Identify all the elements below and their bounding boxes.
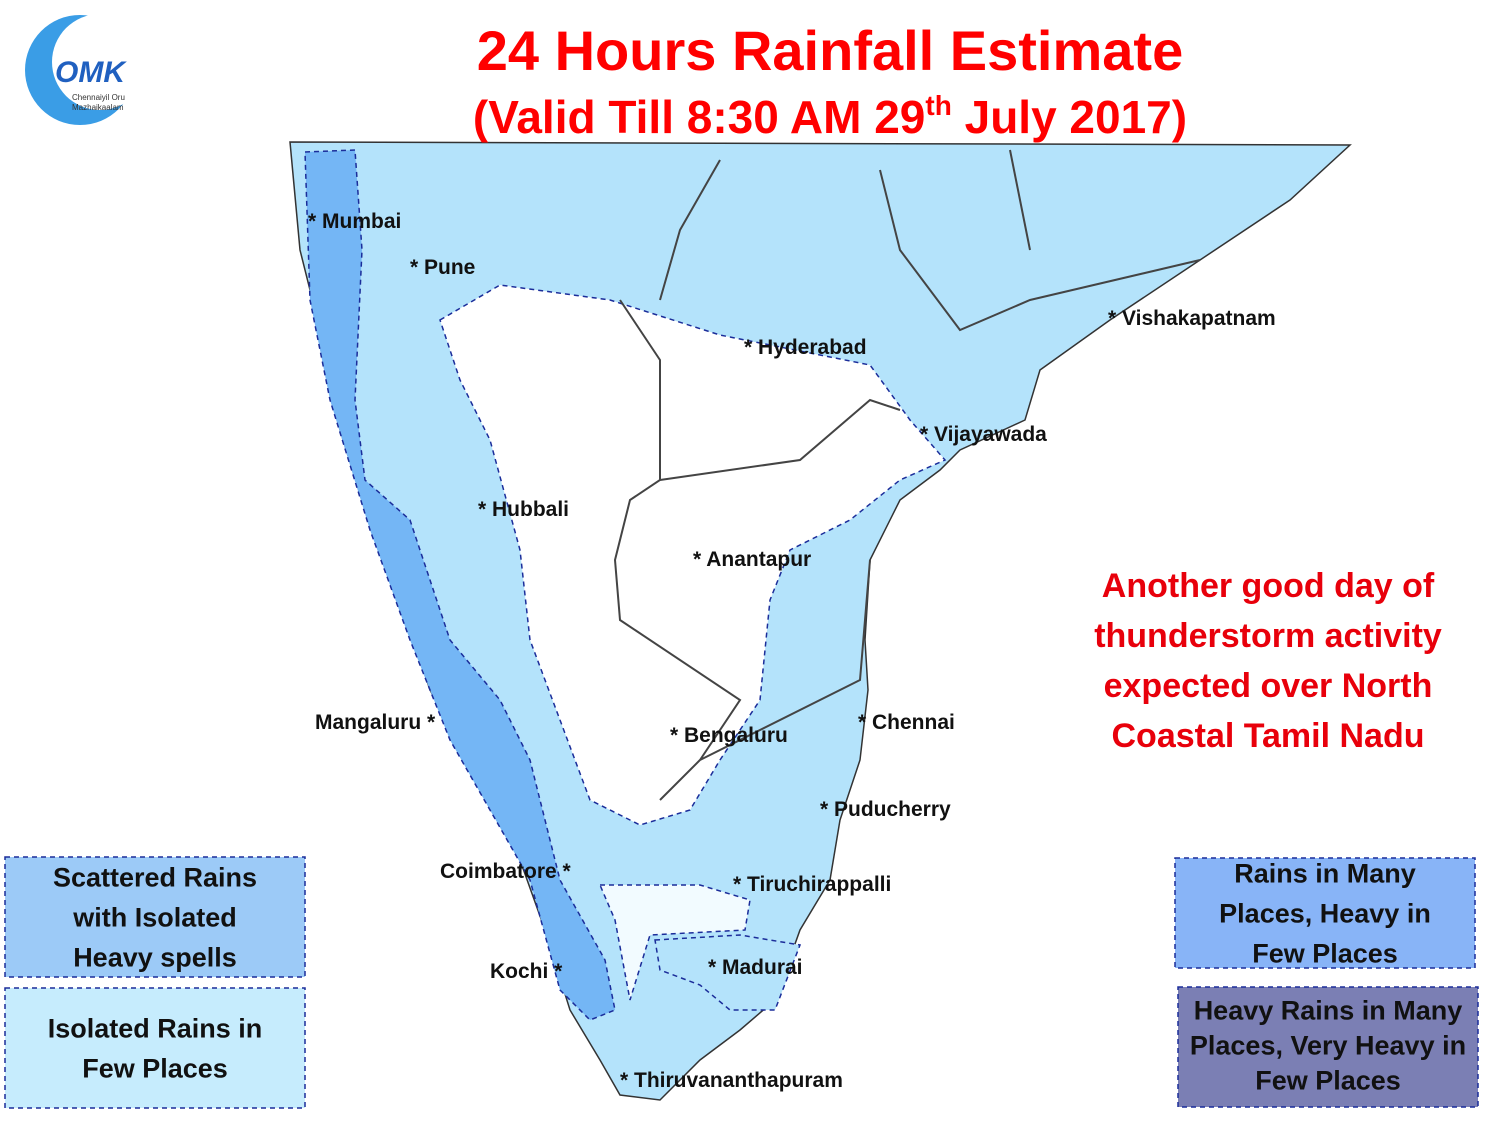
city-label: * Madurai xyxy=(708,956,803,979)
legend-text: Few Places xyxy=(1252,938,1398,968)
city-label: * Tiruchirappalli xyxy=(733,873,891,896)
map xyxy=(289,141,1352,1101)
legend-text: Heavy Rains in Many xyxy=(1194,996,1463,1026)
city-label: Coimbatore * xyxy=(440,860,572,883)
coastal-strip xyxy=(304,149,616,1021)
dry-interior xyxy=(439,284,947,826)
legend-text: with Isolated xyxy=(72,902,237,932)
subtitle: (Valid Till 8:30 AM 29th July 2017) xyxy=(473,90,1187,143)
legend-text: Few Places xyxy=(1255,1066,1401,1096)
legend: Scattered Rains with Isolated Heavy spells… xyxy=(4,856,1479,1109)
city-label: * Hyderabad xyxy=(744,336,867,359)
cities: * Mumbai * Pune * Hyderabad * Vishakapatnam… xyxy=(308,210,1276,1092)
subtitle-sup: th xyxy=(925,90,951,121)
city-label: * Chennai xyxy=(858,711,955,734)
legend-text: Places, Very Heavy in xyxy=(1190,1031,1466,1061)
annotation-line: thunderstorm activity xyxy=(1094,617,1442,655)
legend-text: Places, Heavy in xyxy=(1219,898,1431,928)
legend-box xyxy=(4,987,306,1109)
subtitle-text: July 2017) xyxy=(952,91,1187,143)
legend-text: Isolated Rains in xyxy=(48,1013,263,1043)
legend-box xyxy=(4,856,306,978)
legend-box xyxy=(1177,986,1479,1108)
madurai-zone xyxy=(654,934,802,1011)
city-label: * Vishakapatnam xyxy=(1108,307,1276,330)
city-label: * Mumbai xyxy=(308,210,401,233)
legend-text: Scattered Rains xyxy=(53,862,257,892)
dry-south xyxy=(598,884,751,1001)
city-label: * Anantapur xyxy=(693,548,811,571)
legend-text: Heavy spells xyxy=(73,942,237,972)
annotation: Another good day of thunderstorm activity… xyxy=(1094,567,1442,755)
city-label: * Thiruvananthapuram xyxy=(620,1069,843,1092)
logo-caption: Mazhaikaalam xyxy=(72,103,124,112)
city-label: * Hubbali xyxy=(478,498,569,521)
annotation-line: Coastal Tamil Nadu xyxy=(1112,717,1425,755)
legend-text: Few Places xyxy=(82,1053,228,1083)
logo-moon-cut xyxy=(52,14,148,110)
subtitle-text: (Valid Till 8:30 AM 29 xyxy=(473,91,926,143)
title: 24 Hours Rainfall Estimate xyxy=(477,19,1183,82)
logo-caption: Chennaiyil Oru xyxy=(72,93,125,102)
city-label: * Bengaluru xyxy=(670,724,788,747)
annotation-line: Another good day of xyxy=(1102,567,1435,605)
legend-box xyxy=(1174,857,1476,969)
annotation-line: expected over North xyxy=(1104,667,1433,705)
legend-text: Rains in Many xyxy=(1234,858,1416,888)
city-label: * Vijayawada xyxy=(920,423,1047,446)
city-label: * Pune xyxy=(410,256,475,279)
state-borders xyxy=(613,149,1201,801)
logo: OMK Chennaiyil Oru Mazhaikaalam xyxy=(25,14,148,125)
city-label: Mangaluru * xyxy=(315,711,436,734)
city-label: * Puducherry xyxy=(820,798,951,821)
logo-mark: OMK xyxy=(55,56,127,89)
city-label: Kochi * xyxy=(490,960,563,983)
